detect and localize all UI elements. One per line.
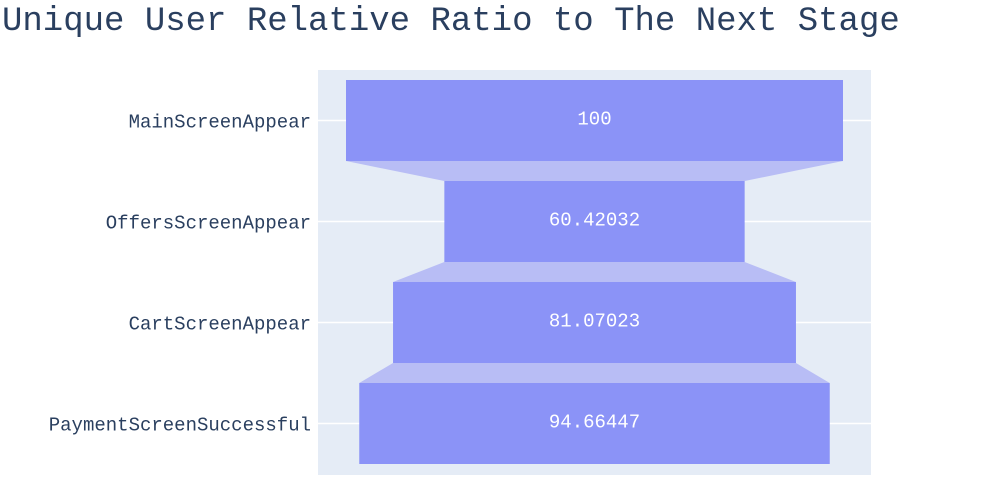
data-label: 60.42032 bbox=[549, 210, 640, 232]
funnel-bar-mainscreenappear bbox=[346, 80, 843, 161]
data-label: 94.66447 bbox=[549, 412, 640, 434]
y-tick-label: OffersScreenAppear bbox=[106, 213, 311, 235]
funnel-connector bbox=[359, 363, 830, 383]
data-label: 100 bbox=[577, 109, 611, 131]
y-tick-label: CartScreenAppear bbox=[129, 314, 311, 336]
data-label: 81.07023 bbox=[549, 311, 640, 333]
funnel-connector bbox=[346, 161, 843, 181]
funnel-bar-paymentscreensuccessful bbox=[359, 383, 830, 464]
data-labels: 100 60.42032 81.07023 94.66447 bbox=[549, 109, 640, 434]
funnel-bar-offersscreenappear bbox=[444, 181, 745, 262]
funnel-bars bbox=[346, 80, 843, 464]
funnel-connector bbox=[393, 262, 796, 282]
y-tick-label: MainScreenAppear bbox=[129, 112, 311, 134]
funnel-connectors bbox=[346, 161, 843, 383]
chart-title: Unique User Relative Ratio to The Next S… bbox=[2, 3, 900, 41]
y-tick-label: PaymentScreenSuccessful bbox=[49, 415, 311, 437]
funnel-bar-cartscreenappear bbox=[393, 282, 796, 363]
y-axis-tick-labels: MainScreenAppear OffersScreenAppear CartSc… bbox=[49, 112, 311, 437]
